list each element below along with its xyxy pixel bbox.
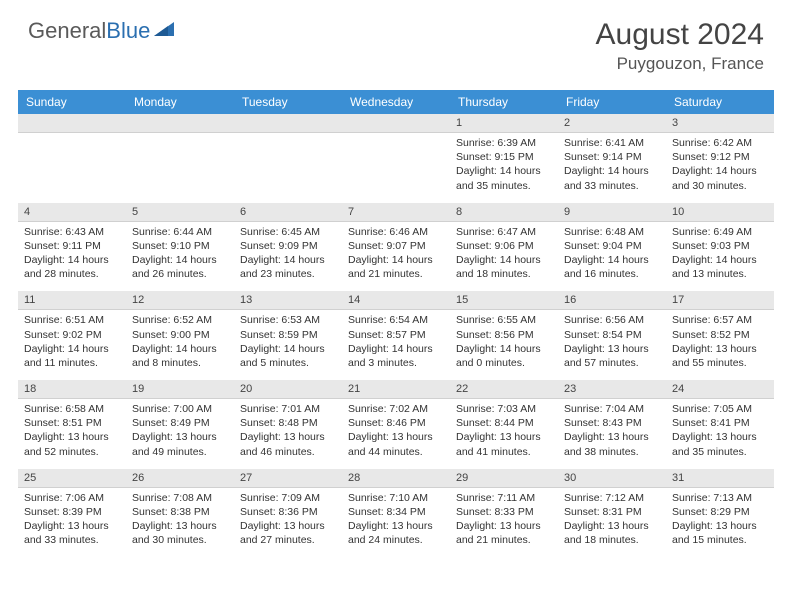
day-detail-cell: Sunrise: 7:13 AM Sunset: 8:29 PM Dayligh… (666, 488, 774, 558)
day-number-cell: 14 (342, 291, 450, 310)
day-number-cell: 16 (558, 291, 666, 310)
day-number-row: 18192021222324 (18, 380, 774, 399)
day-detail-cell: Sunrise: 6:43 AM Sunset: 9:11 PM Dayligh… (18, 222, 126, 292)
day-number-cell: 21 (342, 380, 450, 399)
day-detail-cell: Sunrise: 6:48 AM Sunset: 9:04 PM Dayligh… (558, 222, 666, 292)
day-number-row: 25262728293031 (18, 469, 774, 488)
day-number-cell (234, 114, 342, 133)
day-number-cell: 29 (450, 469, 558, 488)
day-detail-cell: Sunrise: 6:44 AM Sunset: 9:10 PM Dayligh… (126, 222, 234, 292)
weekday-header-row: SundayMondayTuesdayWednesdayThursdayFrid… (18, 90, 774, 114)
day-detail-cell (234, 133, 342, 203)
day-number-cell: 24 (666, 380, 774, 399)
day-detail-row: Sunrise: 6:43 AM Sunset: 9:11 PM Dayligh… (18, 222, 774, 292)
day-number-cell: 3 (666, 114, 774, 133)
logo-text-1: General (28, 18, 106, 43)
day-detail-cell: Sunrise: 7:02 AM Sunset: 8:46 PM Dayligh… (342, 399, 450, 469)
day-detail-cell: Sunrise: 6:55 AM Sunset: 8:56 PM Dayligh… (450, 310, 558, 380)
weekday-header-cell: Saturday (666, 90, 774, 114)
day-detail-cell: Sunrise: 7:04 AM Sunset: 8:43 PM Dayligh… (558, 399, 666, 469)
day-number-row: 45678910 (18, 203, 774, 222)
day-number-cell: 5 (126, 203, 234, 222)
day-number-cell: 18 (18, 380, 126, 399)
day-number-cell: 6 (234, 203, 342, 222)
day-number-cell: 26 (126, 469, 234, 488)
day-number-row: 123 (18, 114, 774, 133)
day-detail-cell: Sunrise: 6:45 AM Sunset: 9:09 PM Dayligh… (234, 222, 342, 292)
day-number-cell: 30 (558, 469, 666, 488)
day-detail-cell: Sunrise: 7:11 AM Sunset: 8:33 PM Dayligh… (450, 488, 558, 558)
logo-triangle-icon (154, 20, 176, 43)
logo: GeneralBlue (28, 18, 176, 44)
day-detail-cell: Sunrise: 7:00 AM Sunset: 8:49 PM Dayligh… (126, 399, 234, 469)
day-number-cell: 7 (342, 203, 450, 222)
day-detail-row: Sunrise: 7:06 AM Sunset: 8:39 PM Dayligh… (18, 488, 774, 558)
day-number-cell: 12 (126, 291, 234, 310)
day-number-cell: 2 (558, 114, 666, 133)
calendar: SundayMondayTuesdayWednesdayThursdayFrid… (18, 90, 774, 557)
day-detail-cell: Sunrise: 7:06 AM Sunset: 8:39 PM Dayligh… (18, 488, 126, 558)
day-detail-cell: Sunrise: 6:51 AM Sunset: 9:02 PM Dayligh… (18, 310, 126, 380)
day-number-cell: 28 (342, 469, 450, 488)
day-detail-cell (18, 133, 126, 203)
day-number-cell: 11 (18, 291, 126, 310)
day-detail-row: Sunrise: 6:58 AM Sunset: 8:51 PM Dayligh… (18, 399, 774, 469)
day-detail-cell: Sunrise: 7:05 AM Sunset: 8:41 PM Dayligh… (666, 399, 774, 469)
location-subtitle: Puygouzon, France (596, 54, 764, 74)
page-title: August 2024 (596, 18, 764, 52)
day-number-cell (18, 114, 126, 133)
day-detail-cell: Sunrise: 6:52 AM Sunset: 9:00 PM Dayligh… (126, 310, 234, 380)
day-number-cell: 17 (666, 291, 774, 310)
day-number-cell: 1 (450, 114, 558, 133)
day-number-cell (342, 114, 450, 133)
weekday-header-cell: Thursday (450, 90, 558, 114)
day-detail-cell: Sunrise: 6:39 AM Sunset: 9:15 PM Dayligh… (450, 133, 558, 203)
day-detail-cell: Sunrise: 7:08 AM Sunset: 8:38 PM Dayligh… (126, 488, 234, 558)
day-detail-cell (126, 133, 234, 203)
day-detail-cell: Sunrise: 7:01 AM Sunset: 8:48 PM Dayligh… (234, 399, 342, 469)
day-detail-cell: Sunrise: 6:46 AM Sunset: 9:07 PM Dayligh… (342, 222, 450, 292)
day-number-cell: 19 (126, 380, 234, 399)
day-number-cell: 13 (234, 291, 342, 310)
weekday-header-cell: Tuesday (234, 90, 342, 114)
day-number-row: 11121314151617 (18, 291, 774, 310)
day-number-cell: 10 (666, 203, 774, 222)
day-detail-cell: Sunrise: 7:03 AM Sunset: 8:44 PM Dayligh… (450, 399, 558, 469)
day-number-cell: 15 (450, 291, 558, 310)
day-number-cell: 22 (450, 380, 558, 399)
day-detail-cell: Sunrise: 6:42 AM Sunset: 9:12 PM Dayligh… (666, 133, 774, 203)
day-number-cell: 8 (450, 203, 558, 222)
day-number-cell: 4 (18, 203, 126, 222)
weekday-header-cell: Sunday (18, 90, 126, 114)
day-detail-cell: Sunrise: 6:41 AM Sunset: 9:14 PM Dayligh… (558, 133, 666, 203)
day-detail-cell: Sunrise: 6:49 AM Sunset: 9:03 PM Dayligh… (666, 222, 774, 292)
logo-text: GeneralBlue (28, 18, 150, 44)
weekday-header-cell: Monday (126, 90, 234, 114)
title-block: August 2024 Puygouzon, France (596, 18, 764, 74)
day-detail-cell: Sunrise: 6:56 AM Sunset: 8:54 PM Dayligh… (558, 310, 666, 380)
logo-text-2: Blue (106, 18, 150, 43)
day-number-cell: 9 (558, 203, 666, 222)
day-number-cell: 23 (558, 380, 666, 399)
weekday-header-cell: Wednesday (342, 90, 450, 114)
weekday-header-cell: Friday (558, 90, 666, 114)
day-detail-cell: Sunrise: 6:57 AM Sunset: 8:52 PM Dayligh… (666, 310, 774, 380)
day-detail-cell: Sunrise: 7:10 AM Sunset: 8:34 PM Dayligh… (342, 488, 450, 558)
day-detail-cell (342, 133, 450, 203)
day-number-cell: 20 (234, 380, 342, 399)
day-detail-row: Sunrise: 6:39 AM Sunset: 9:15 PM Dayligh… (18, 133, 774, 203)
day-detail-cell: Sunrise: 7:12 AM Sunset: 8:31 PM Dayligh… (558, 488, 666, 558)
day-detail-cell: Sunrise: 6:53 AM Sunset: 8:59 PM Dayligh… (234, 310, 342, 380)
day-number-cell: 27 (234, 469, 342, 488)
day-number-cell: 25 (18, 469, 126, 488)
header: GeneralBlue August 2024 Puygouzon, Franc… (0, 0, 792, 84)
day-detail-cell: Sunrise: 6:58 AM Sunset: 8:51 PM Dayligh… (18, 399, 126, 469)
day-number-cell: 31 (666, 469, 774, 488)
day-detail-cell: Sunrise: 6:47 AM Sunset: 9:06 PM Dayligh… (450, 222, 558, 292)
day-number-cell (126, 114, 234, 133)
day-detail-cell: Sunrise: 6:54 AM Sunset: 8:57 PM Dayligh… (342, 310, 450, 380)
day-detail-row: Sunrise: 6:51 AM Sunset: 9:02 PM Dayligh… (18, 310, 774, 380)
calendar-body: 123Sunrise: 6:39 AM Sunset: 9:15 PM Dayl… (18, 114, 774, 557)
day-detail-cell: Sunrise: 7:09 AM Sunset: 8:36 PM Dayligh… (234, 488, 342, 558)
